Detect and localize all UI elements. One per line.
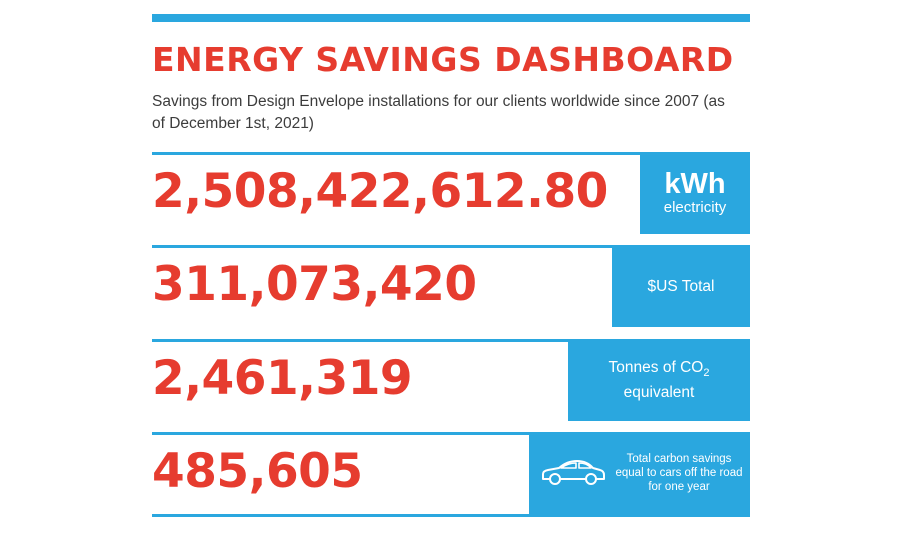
stat-value-cars: 485,605 — [152, 444, 363, 499]
unit-label-line2: equivalent — [623, 384, 695, 402]
stat-value-electricity: 2,508,422,612.80 — [152, 164, 608, 219]
stat-value-dollars: 311,073,420 — [152, 257, 477, 312]
unit-box-dollars: $US Total — [612, 245, 750, 327]
unit-box-co2: Tonnes of CO2 equivalent — [568, 339, 750, 421]
unit-label-line1: Tonnes of CO2 — [609, 358, 710, 383]
unit-sub-label: electricity — [663, 199, 727, 216]
stat-row-cars: 485,605 Total carbon savings equal to ca… — [152, 432, 750, 514]
stat-value-co2: 2,461,319 — [152, 351, 413, 406]
row-divider — [152, 245, 750, 248]
car-icon — [542, 460, 605, 485]
unit-main-label: kWh — [664, 168, 726, 200]
stat-row-co2: 2,461,319 Tonnes of CO2 equivalent — [152, 339, 750, 421]
unit-box-electricity: kWh electricity — [640, 152, 750, 234]
unit-label: $US Total — [647, 277, 715, 295]
unit-label-subscript: 2 — [703, 367, 710, 380]
row-divider — [152, 432, 750, 435]
stat-row-electricity: 2,508,422,612.80 kWh electricity — [152, 152, 750, 234]
page-title: ENERGY SAVINGS DASHBOARD — [152, 40, 734, 79]
unit-box-cars: Total carbon savings equal to cars off t… — [529, 432, 750, 514]
bottom-divider — [152, 514, 750, 517]
stat-row-dollars: 311,073,420 $US Total — [152, 245, 750, 327]
row-divider — [152, 339, 750, 342]
unit-label: Total carbon savings equal to cars off t… — [615, 453, 743, 493]
page-subtitle: Savings from Design Envelope installatio… — [152, 93, 725, 132]
row-divider — [152, 152, 750, 155]
top-accent-bar — [152, 14, 750, 22]
unit-label-prefix: Tonnes of CO — [608, 358, 704, 376]
